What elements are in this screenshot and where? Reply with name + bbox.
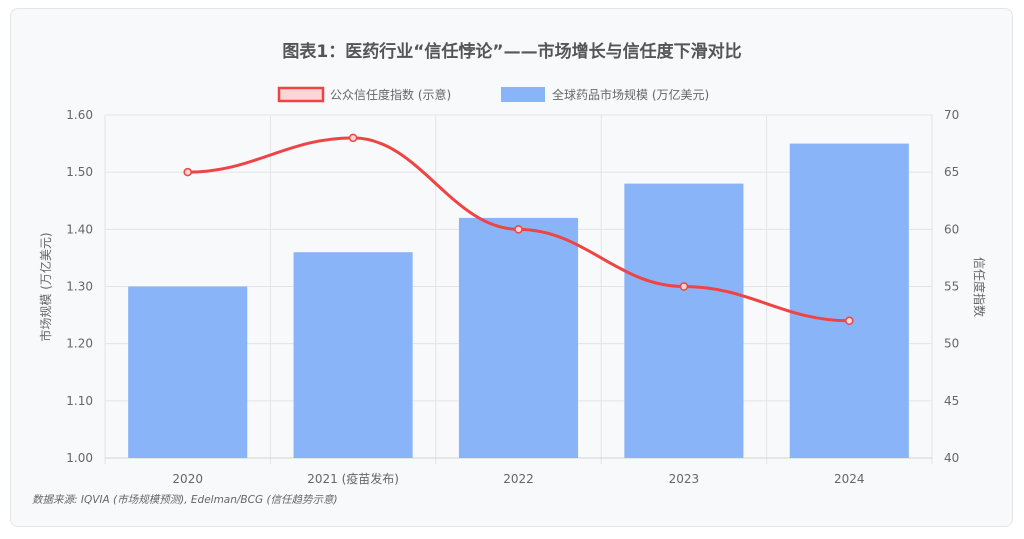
y-axis-label: 市场规模 (万亿美元) bbox=[38, 232, 53, 341]
trust-point bbox=[679, 282, 689, 291]
y-tick-label: 1.20 bbox=[66, 337, 93, 351]
y2-tick-label: 70 bbox=[944, 108, 959, 122]
bar bbox=[789, 143, 909, 459]
y2-tick-label: 40 bbox=[944, 451, 959, 465]
x-tick-label: 2022 bbox=[503, 472, 534, 486]
source-note: 数据来源: IQVIA (市场规模预测), Edelman/BCG (信任趋势示… bbox=[32, 494, 338, 506]
y2-tick-label: 65 bbox=[944, 165, 959, 179]
bar bbox=[458, 217, 579, 458]
trust-point bbox=[183, 167, 192, 177]
bar bbox=[624, 183, 744, 458]
bar bbox=[128, 286, 248, 458]
chart-title: 图表1：医药行业“信任悖论”——市场增长与信任度下滑对比 bbox=[282, 41, 741, 62]
y2-tick-label: 45 bbox=[944, 394, 959, 408]
x-tick-label: 2021 (疫苗发布) bbox=[307, 471, 399, 486]
x-tick-label: 2024 bbox=[834, 472, 865, 486]
legend-swatch-trust bbox=[277, 86, 325, 103]
y-tick-label: 1.00 bbox=[66, 451, 93, 465]
trust-point bbox=[514, 225, 523, 234]
y-tick-label: 1.30 bbox=[66, 280, 93, 294]
y2-axis-label: 信任度指数 bbox=[972, 257, 987, 317]
legend: 公众信任度指数 (示意) 全球药品市场规模 (万亿美元) bbox=[277, 86, 709, 103]
legend-label-trust: 公众信任度指数 (示意) bbox=[330, 87, 451, 102]
y2-tick-label: 50 bbox=[944, 337, 959, 351]
y-tick-label: 1.50 bbox=[66, 165, 93, 179]
x-tick-label: 2020 bbox=[172, 472, 203, 486]
y-tick-label: 1.60 bbox=[66, 108, 93, 122]
y2-tick-label: 55 bbox=[944, 280, 959, 294]
bar bbox=[293, 252, 413, 458]
y2-tick-label: 60 bbox=[944, 222, 959, 236]
x-tick-label: 2023 bbox=[669, 472, 700, 486]
trust-point bbox=[845, 316, 854, 326]
legend-label-market: 全球药品市场规模 (万亿美元) bbox=[552, 87, 709, 102]
legend-swatch-market bbox=[501, 87, 545, 102]
trust-point bbox=[348, 133, 358, 143]
y-tick-label: 1.10 bbox=[66, 394, 93, 408]
y-tick-label: 1.40 bbox=[66, 222, 93, 236]
